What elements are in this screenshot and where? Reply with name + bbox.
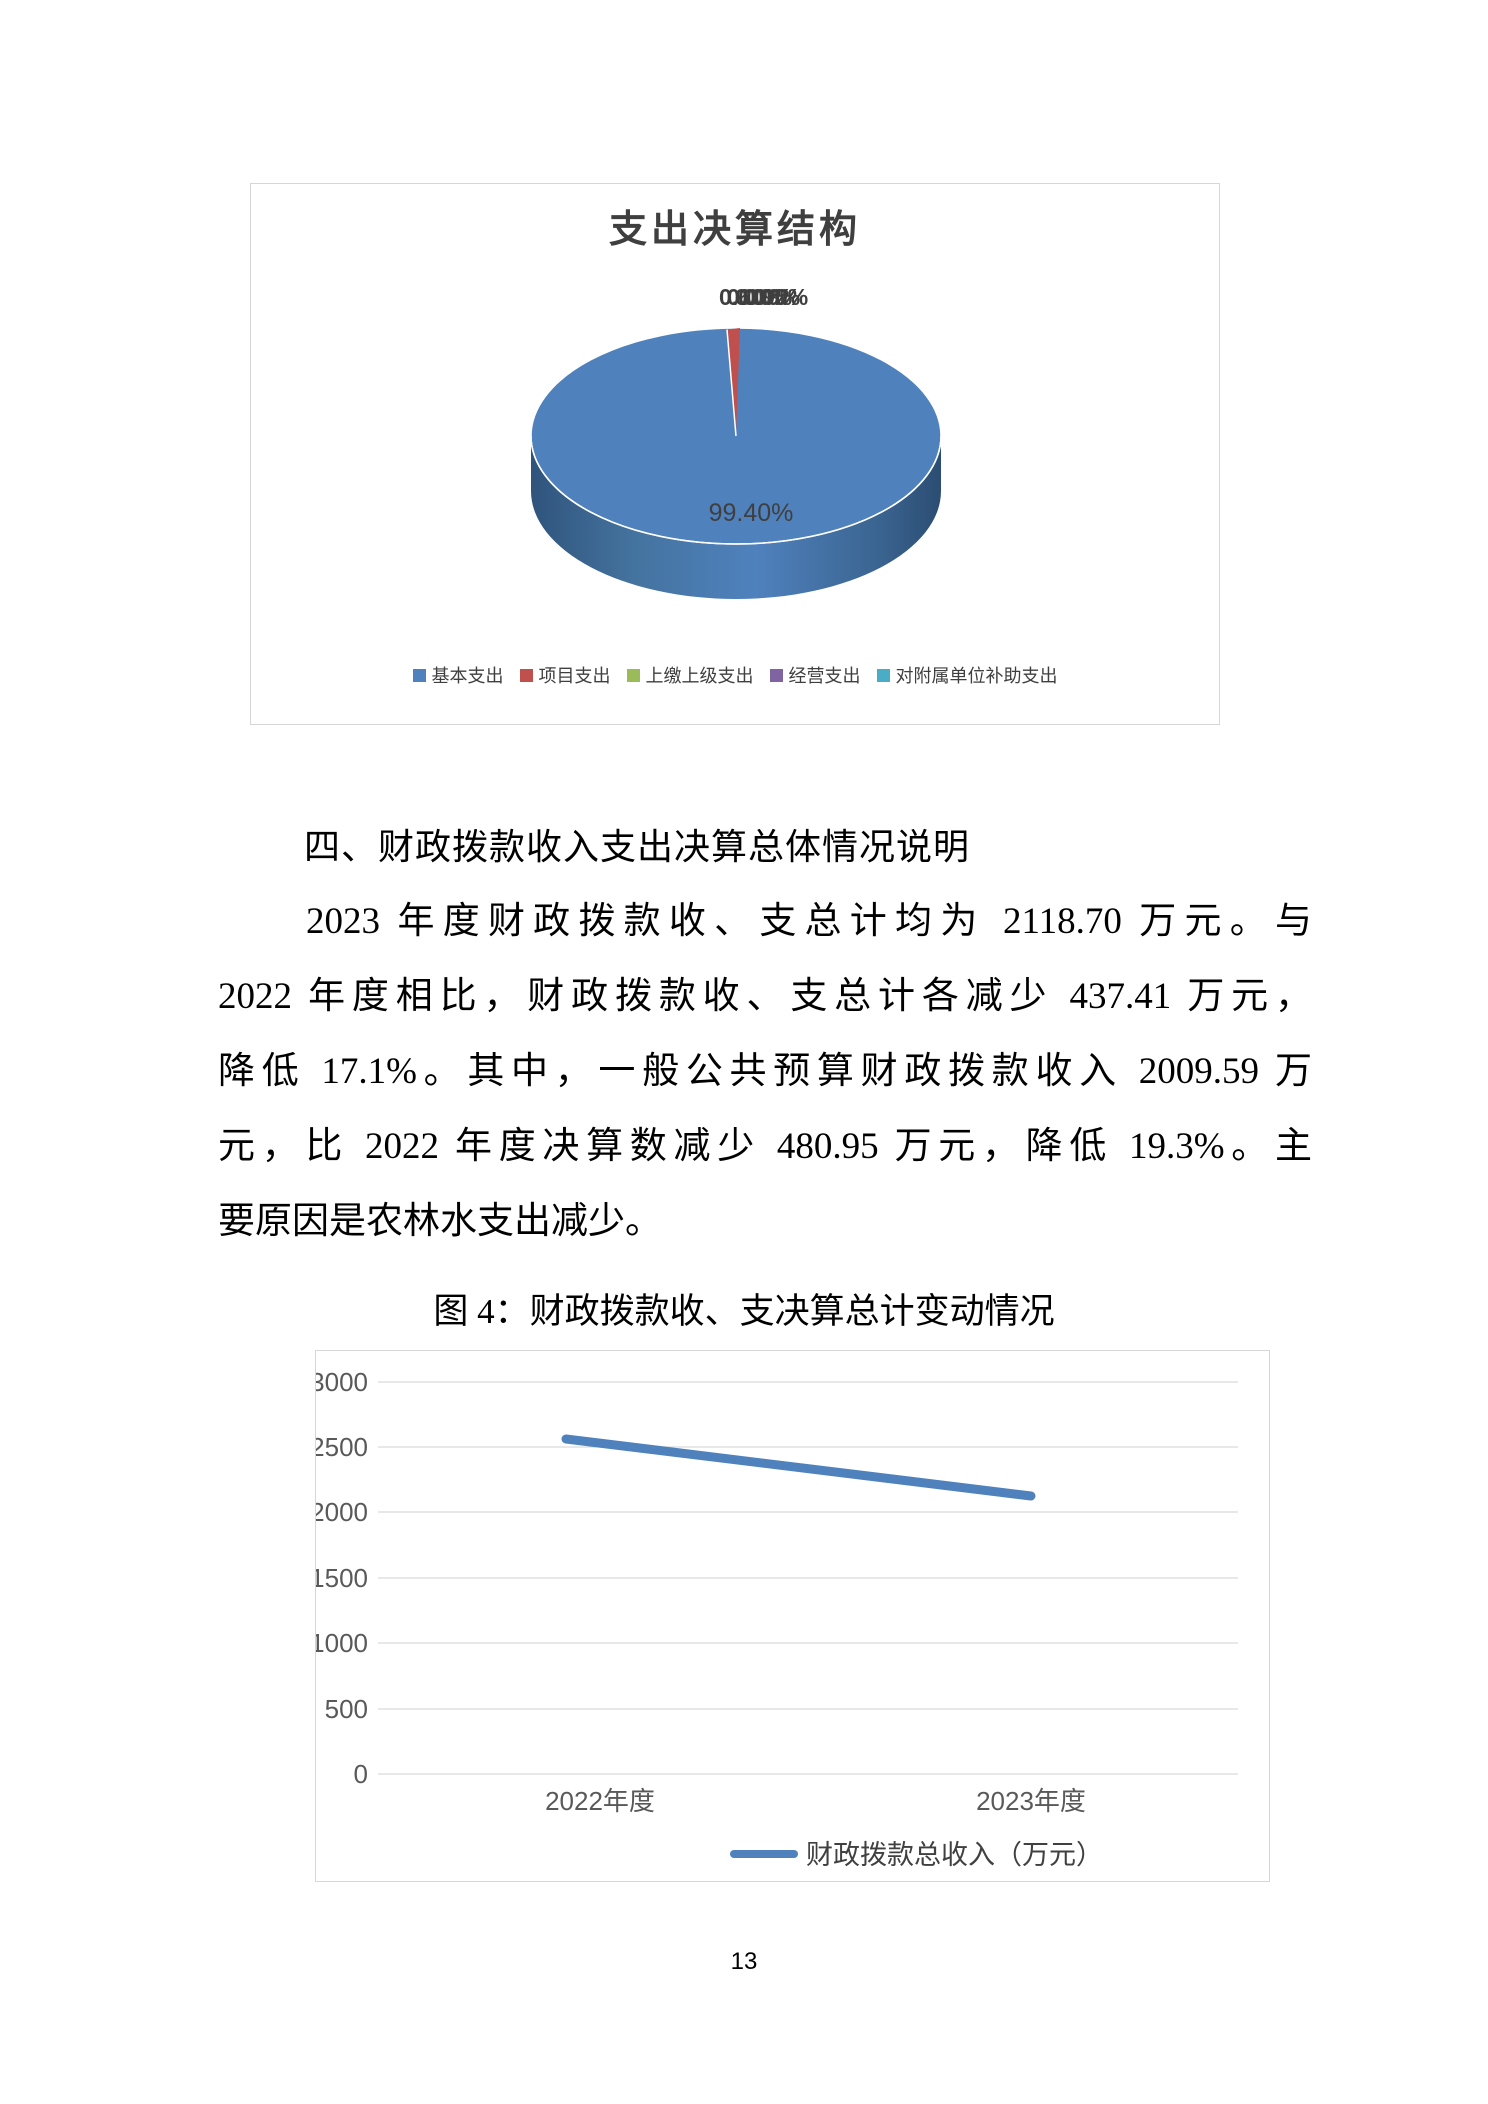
legend-swatch-icon xyxy=(519,668,533,682)
pie-legend-label: 基本支出 xyxy=(431,666,504,686)
pie-front-edge xyxy=(530,435,942,545)
y-tick-label: 1000 xyxy=(316,1628,368,1658)
gridlines xyxy=(378,1381,1238,1775)
y-tick-label: 500 xyxy=(325,1694,368,1724)
legend-swatch-icon xyxy=(769,668,783,682)
pie-3d-graphic: 99.40% xyxy=(530,327,942,599)
pie-side xyxy=(531,436,941,599)
pie-legend-label: 对附属单位补助支出 xyxy=(895,666,1058,686)
paragraph-line: 降低 17.1%。其中，一般公共预算财政拨款收入 2009.59 万 xyxy=(218,1051,1312,1092)
pie-legend-item: 项目支出 xyxy=(519,662,611,688)
pie-slice-seam xyxy=(726,329,737,437)
pie-small-label: 0.60% xyxy=(719,284,785,310)
y-tick-label: 2500 xyxy=(316,1432,368,1462)
pie-small-label: 0.00% xyxy=(727,284,793,310)
pie-legend-label: 项目支出 xyxy=(538,666,611,686)
paragraph-line: 元，比 2022 年度决算数减少 480.95 万元，降低 19.3%。主 xyxy=(218,1126,1312,1167)
y-tick-label: 1500 xyxy=(316,1563,368,1593)
pie-legend: 基本支出 项目支出 上缴上级支出 经营支出 对附属单位补助支出 xyxy=(251,662,1219,688)
pie-legend-item: 上缴上级支出 xyxy=(626,662,754,688)
pie-legend-item: 对附属单位补助支出 xyxy=(876,662,1058,688)
pie-small-labels-cluster: 0.00% 0.00% 0.00% 0.60% xyxy=(719,284,839,316)
page-number: 13 xyxy=(730,1948,758,1975)
line-chart-graphic: 3000 2500 2000 1500 1000 500 0 2022年度 20… xyxy=(316,1367,1238,1870)
pie-slice-project xyxy=(727,328,740,436)
y-tick-label: 2000 xyxy=(316,1497,368,1527)
series-line xyxy=(561,1434,1036,1501)
pie-legend-label: 上缴上级支出 xyxy=(645,666,754,686)
x-category-label: 2022年度 xyxy=(545,1786,655,1816)
section-heading: 四、财政拨款收入支出决算总体情况说明 xyxy=(304,827,971,867)
paragraph-line: 要原因是农林水支出减少。 xyxy=(218,1201,662,1242)
x-category-label: 2023年度 xyxy=(976,1786,1086,1816)
body-paragraph: 2023 年度财政拨款收、支总计均为 2118.70 万元。与 2022 年度相… xyxy=(218,884,1312,1259)
pie-chart-title: 支出决算结构 xyxy=(608,209,861,251)
pie-main-slice-label: 99.40% xyxy=(709,499,794,527)
pie-legend-label: 经营支出 xyxy=(788,666,861,686)
legend-swatch-icon xyxy=(876,668,890,682)
legend-swatch-icon xyxy=(412,668,426,682)
y-tick-label: 0 xyxy=(354,1759,368,1789)
line-legend-label: 财政拨款总收入（万元） xyxy=(806,1840,1103,1870)
pie-legend-item: 经营支出 xyxy=(769,662,861,688)
figure-caption: 图 4：财政拨款收、支决算总计变动情况 xyxy=(433,1292,1055,1331)
pie-legend-item: 基本支出 xyxy=(412,662,504,688)
paragraph-line: 2023 年度财政拨款收、支总计均为 2118.70 万元。与 xyxy=(306,901,1312,942)
pie-chart-card: 支出决算结构 99.40% xyxy=(250,183,1220,725)
y-tick-label: 3000 xyxy=(316,1367,368,1397)
paragraph-line: 2022 年度相比，财政拨款收、支总计各减少 437.41 万元， xyxy=(218,976,1312,1017)
line-chart-card: 3000 2500 2000 1500 1000 500 0 2022年度 20… xyxy=(315,1350,1270,1882)
pie-small-label: 0.00% xyxy=(735,284,801,310)
pie-small-label: 0.00% xyxy=(743,284,809,310)
legend-swatch-icon xyxy=(626,668,640,682)
